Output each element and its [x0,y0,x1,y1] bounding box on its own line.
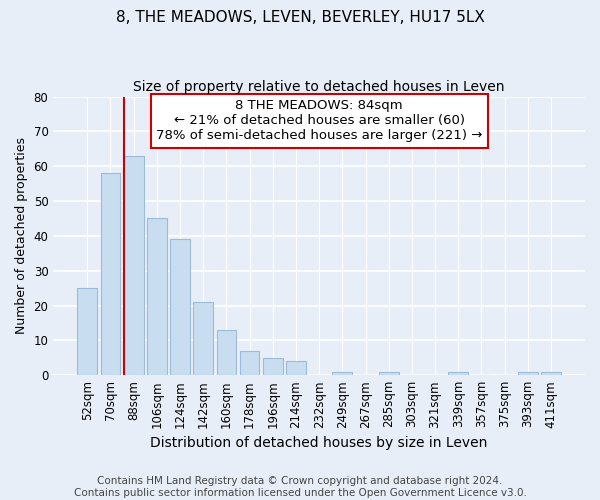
Bar [217,330,236,375]
Bar [332,372,352,375]
X-axis label: Distribution of detached houses by size in Leven: Distribution of detached houses by size … [151,436,488,450]
Bar [147,218,167,375]
Text: 8, THE MEADOWS, LEVEN, BEVERLEY, HU17 5LX: 8, THE MEADOWS, LEVEN, BEVERLEY, HU17 5L… [116,10,484,25]
Bar [193,302,213,375]
Bar [170,240,190,375]
Bar [240,351,259,375]
Bar [77,288,97,375]
Bar [518,372,538,375]
Text: Contains HM Land Registry data © Crown copyright and database right 2024.
Contai: Contains HM Land Registry data © Crown c… [74,476,526,498]
Bar [101,173,121,375]
Bar [263,358,283,375]
Bar [379,372,398,375]
Text: 8 THE MEADOWS: 84sqm
← 21% of detached houses are smaller (60)
78% of semi-detac: 8 THE MEADOWS: 84sqm ← 21% of detached h… [156,100,482,142]
Bar [448,372,468,375]
Y-axis label: Number of detached properties: Number of detached properties [15,138,28,334]
Title: Size of property relative to detached houses in Leven: Size of property relative to detached ho… [133,80,505,94]
Bar [286,361,306,375]
Bar [124,156,143,375]
Bar [541,372,561,375]
